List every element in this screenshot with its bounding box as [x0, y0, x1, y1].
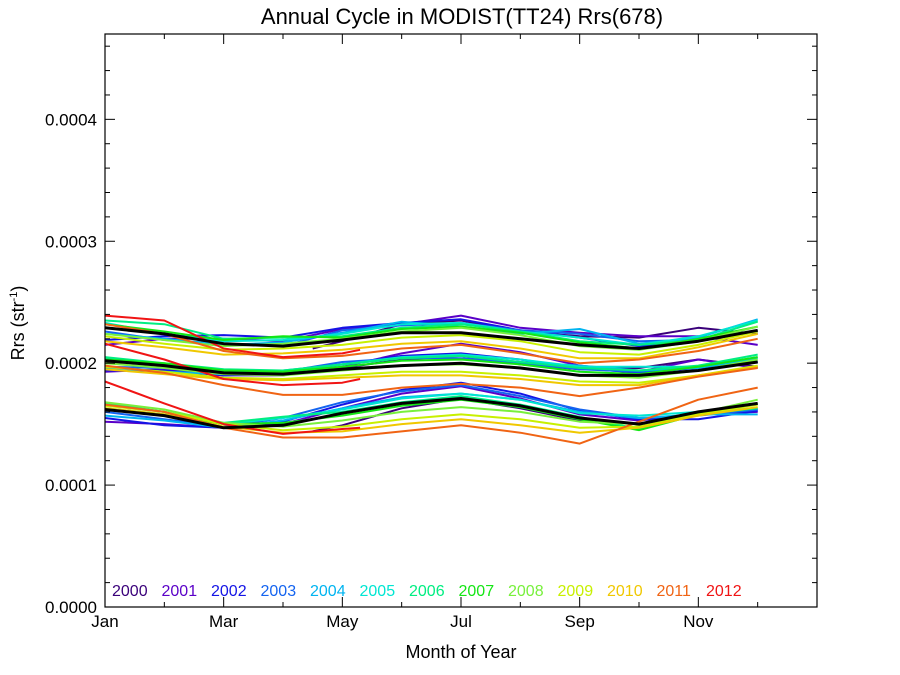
y-axis-label-main: Rrs (str [8, 301, 28, 360]
series-2002-line-1 [104, 318, 758, 348]
series-2011-line-1 [104, 323, 758, 365]
x-tick-label-jul: Jul [450, 612, 472, 631]
legend-entry-2000: 2000 [112, 583, 148, 600]
series-layer [104, 314, 758, 445]
x-tick-label-may: May [326, 612, 359, 631]
series-2007-line-2 [104, 356, 758, 376]
y-tick-label-0.0002: 0.0002 [45, 354, 97, 373]
y-axis-label: Rrs (str-1) [8, 286, 28, 361]
series-2011-line-2 [104, 364, 758, 398]
mean-line-2 [104, 359, 758, 377]
y-axis-label-superscript: -1 [8, 292, 20, 302]
series-2012-line-2 [104, 342, 361, 387]
y-tick-label-0.0003: 0.0003 [45, 232, 97, 251]
series-2012 [104, 314, 361, 435]
y-axis: 0.0000 0.0001 0.0002 0.0003 0.0004 [45, 45, 817, 617]
x-tick-label-jan: Jan [91, 612, 118, 631]
mean-lines-layer [104, 326, 758, 430]
legend-entry-2007: 2007 [459, 583, 495, 600]
mean-line-3 [104, 397, 758, 430]
series-2010-line-1 [104, 332, 758, 360]
y-tick-label-0.0001: 0.0001 [45, 476, 97, 495]
legend-entry-2006: 2006 [409, 583, 445, 600]
x-tick-label-nov: Nov [683, 612, 714, 631]
y-tick-label-0.0004: 0.0004 [45, 110, 97, 129]
series-2010-line-2 [104, 365, 758, 387]
x-tick-label-sep: Sep [565, 612, 595, 631]
series-2012-line-3 [104, 380, 361, 435]
legend-entry-2008: 2008 [508, 583, 544, 600]
legend-entry-2012: 2012 [706, 583, 742, 600]
x-tick-label-mar: Mar [209, 612, 239, 631]
legend-entry-2002: 2002 [211, 583, 247, 600]
legend-entry-2004: 2004 [310, 583, 346, 600]
y-tick-label-0.0000: 0.0000 [45, 598, 97, 617]
chart-title: Annual Cycle in MODIST(TT24) Rrs(678) [261, 4, 663, 29]
series-2009-line-3 [104, 403, 758, 432]
legend-entry-2009: 2009 [558, 583, 594, 600]
legend-entry-2011: 2011 [657, 583, 692, 600]
legend-entry-2001: 2001 [162, 583, 198, 600]
legend-entry-2005: 2005 [360, 583, 396, 600]
legend: 2000 2001 2002 2003 2004 2005 2006 2007 2008 2009… [112, 583, 742, 600]
series-2012-line-1 [104, 314, 361, 359]
legend-entry-2010: 2010 [607, 583, 643, 600]
mean-line-1 [104, 326, 758, 350]
legend-entry-2003: 2003 [261, 583, 297, 600]
x-axis-label: Month of Year [405, 642, 516, 662]
series-2006-line-1 [104, 319, 758, 346]
x-axis: Jan Mar May Jul Sep Nov [91, 34, 818, 631]
y-axis-label-close: ) [8, 286, 28, 292]
